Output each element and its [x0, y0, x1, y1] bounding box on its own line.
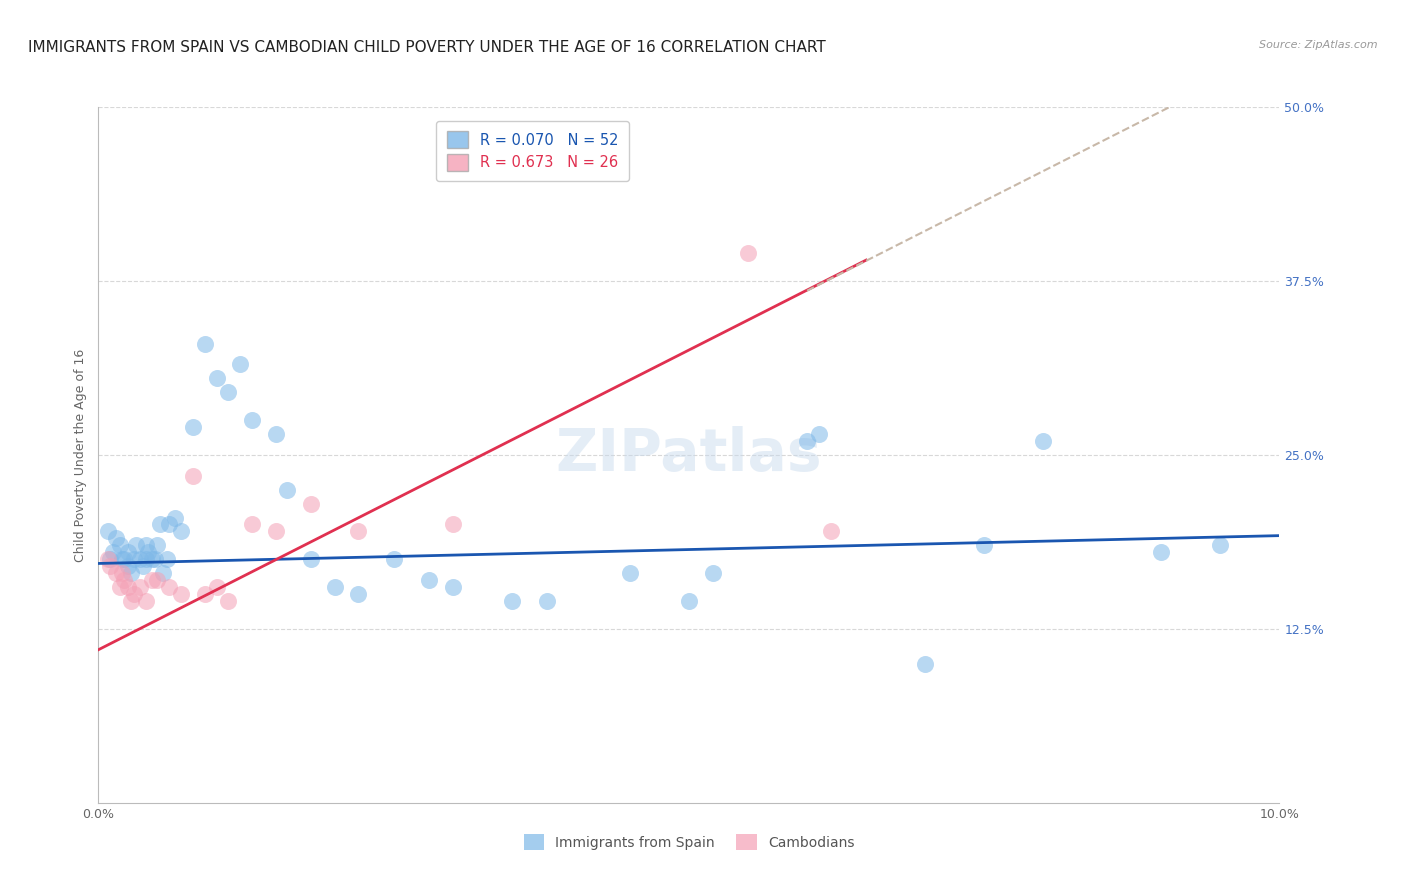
Point [264, 427, 287, 442]
Text: IMMIGRANTS FROM SPAIN VS CAMBODIAN CHILD POVERTY UNDER THE AGE OF 16 CORRELATION: IMMIGRANTS FROM SPAIN VS CAMBODIAN CHILD… [28, 40, 825, 55]
Point [276, 483, 298, 497]
Point [132, 559, 155, 574]
Legend: Immigrants from Spain, Cambodians: Immigrants from Spain, Cambodians [515, 826, 863, 858]
Point [97, 524, 120, 539]
Y-axis label: Child Poverty Under the Age of 16: Child Poverty Under the Age of 16 [75, 348, 87, 562]
Point [122, 587, 145, 601]
Point [146, 573, 169, 587]
Point [264, 524, 287, 539]
Point [135, 594, 157, 608]
Point [418, 573, 440, 587]
Point [165, 510, 187, 524]
Point [181, 420, 204, 434]
Point [112, 552, 135, 566]
Point [229, 358, 252, 372]
Point [143, 552, 166, 566]
Point [125, 538, 148, 552]
Point [914, 657, 936, 671]
Point [299, 497, 322, 511]
Point [382, 552, 405, 566]
Point [217, 594, 239, 608]
Point [181, 468, 204, 483]
Point [112, 573, 135, 587]
Point [240, 413, 263, 427]
Point [121, 566, 143, 581]
Point [678, 594, 700, 608]
Point [98, 552, 121, 566]
Point [122, 552, 145, 566]
Point [796, 434, 818, 448]
Point [501, 594, 523, 608]
Point [299, 552, 322, 566]
Point [441, 517, 464, 532]
Point [1032, 434, 1054, 448]
Point [157, 580, 180, 594]
Text: Source: ZipAtlas.com: Source: ZipAtlas.com [1260, 40, 1378, 50]
Point [97, 552, 120, 566]
Point [737, 246, 759, 260]
Point [111, 552, 134, 566]
Point [170, 524, 193, 539]
Text: ZIPatlas: ZIPatlas [555, 426, 823, 483]
Point [135, 552, 157, 566]
Point [1150, 545, 1173, 559]
Point [205, 371, 228, 385]
Point [441, 580, 464, 594]
Point [152, 566, 174, 581]
Point [702, 566, 724, 581]
Point [146, 538, 169, 552]
Point [108, 580, 131, 594]
Point [205, 580, 228, 594]
Point [121, 594, 143, 608]
Point [1209, 538, 1232, 552]
Point [117, 545, 139, 559]
Point [117, 580, 139, 594]
Point [217, 385, 239, 400]
Point [111, 566, 134, 581]
Point [101, 545, 124, 559]
Point [156, 552, 179, 566]
Point [820, 524, 842, 539]
Point [973, 538, 995, 552]
Point [141, 552, 163, 566]
Point [807, 427, 830, 442]
Point [347, 524, 370, 539]
Point [536, 594, 558, 608]
Point [108, 538, 131, 552]
Point [194, 336, 217, 351]
Point [98, 559, 121, 574]
Point [105, 566, 128, 581]
Point [128, 580, 150, 594]
Point [157, 517, 180, 532]
Point [170, 587, 193, 601]
Point [619, 566, 641, 581]
Point [194, 587, 217, 601]
Point [136, 545, 159, 559]
Point [105, 532, 128, 546]
Point [323, 580, 346, 594]
Point [128, 552, 150, 566]
Point [347, 587, 370, 601]
Point [135, 538, 157, 552]
Point [117, 559, 139, 574]
Point [149, 517, 172, 532]
Point [141, 573, 163, 587]
Point [240, 517, 263, 532]
